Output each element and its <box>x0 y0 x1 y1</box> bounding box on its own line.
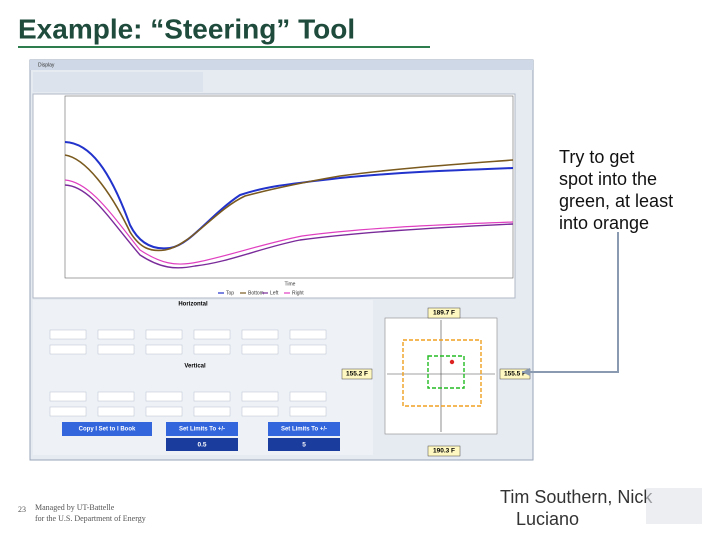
readout: 190.3 F <box>433 448 455 455</box>
panel-heading: Vertical <box>184 364 206 370</box>
window-title: Display <box>38 62 55 68</box>
table-cell <box>97 391 135 402</box>
callout-text: Try to get <box>559 147 634 167</box>
legend-label: Left <box>270 290 279 296</box>
trend-line <box>64 154 514 252</box>
table-cell <box>193 406 231 417</box>
window-titlebar <box>30 60 533 70</box>
button-label[interactable]: Set Limits To +/- <box>281 427 327 433</box>
readout-box <box>427 445 461 457</box>
callout-arrow <box>522 232 619 373</box>
table-cell <box>145 344 183 355</box>
spot <box>449 359 455 365</box>
callout-text: spot into the <box>559 169 657 189</box>
table-cell <box>145 391 183 402</box>
footer-org: Managed by UT-Battelle <box>35 503 115 512</box>
input-field[interactable] <box>166 438 238 451</box>
button-label[interactable]: Copy I Set to I Book <box>79 427 136 433</box>
field-value[interactable]: 5 <box>302 442 306 449</box>
callout-text: green, at least <box>559 191 673 211</box>
table-cell <box>49 344 87 355</box>
legend: Top Bottom Left Right <box>218 290 304 296</box>
arrow-head <box>522 368 530 376</box>
plot-area <box>64 95 514 279</box>
table-cell <box>289 391 327 402</box>
toolbar <box>33 72 203 92</box>
legend-label: Top <box>226 290 234 296</box>
page-number: 23 <box>18 505 26 514</box>
table-cell <box>241 344 279 355</box>
button[interactable] <box>268 422 340 436</box>
screenshot: Display Time Top Bottom Left Right Horizont… <box>29 59 534 461</box>
orange-zone <box>402 339 482 407</box>
table-cell <box>193 344 231 355</box>
table-cells <box>49 329 327 417</box>
table-cell <box>145 329 183 340</box>
table-cell <box>49 406 87 417</box>
field-value[interactable]: 0.5 <box>197 442 206 449</box>
table-cell <box>289 406 327 417</box>
table-cell <box>241 391 279 402</box>
author: Luciano <box>516 509 579 529</box>
input-field[interactable] <box>268 438 340 451</box>
readout: 189.7 F <box>433 310 455 317</box>
table-cell <box>97 406 135 417</box>
table-cell <box>193 329 231 340</box>
callout-text: into orange <box>559 213 649 233</box>
slide-title: Example: “Steering” Tool <box>18 13 355 44</box>
footer-org: for the U.S. Department of Energy <box>35 514 146 523</box>
trend-line <box>64 179 514 265</box>
table-cell <box>241 329 279 340</box>
table-cell <box>49 329 87 340</box>
readout: 155.5 F <box>504 371 526 378</box>
table-cell <box>49 391 87 402</box>
panel-heading: Horizontal <box>178 302 208 308</box>
table-cell <box>97 329 135 340</box>
trend-line <box>64 141 514 250</box>
readout-box <box>341 368 373 380</box>
button[interactable] <box>166 422 238 436</box>
button[interactable] <box>62 422 152 436</box>
table-cell <box>97 344 135 355</box>
x-axis-label: Time <box>285 281 296 287</box>
table-cell <box>193 391 231 402</box>
table-cell <box>289 329 327 340</box>
legend-label: Bottom <box>248 290 264 296</box>
trend-line <box>64 184 514 269</box>
button-label[interactable]: Set Limits To +/- <box>179 427 225 433</box>
table-cell <box>241 406 279 417</box>
readout: 155.2 F <box>346 371 368 378</box>
legend-label: Right <box>292 290 304 296</box>
readout-box <box>427 307 461 319</box>
table-cell <box>289 344 327 355</box>
table-cell <box>145 406 183 417</box>
green-zone <box>427 355 465 389</box>
logo <box>646 488 702 524</box>
author: Tim Southern, Nick <box>500 487 653 507</box>
